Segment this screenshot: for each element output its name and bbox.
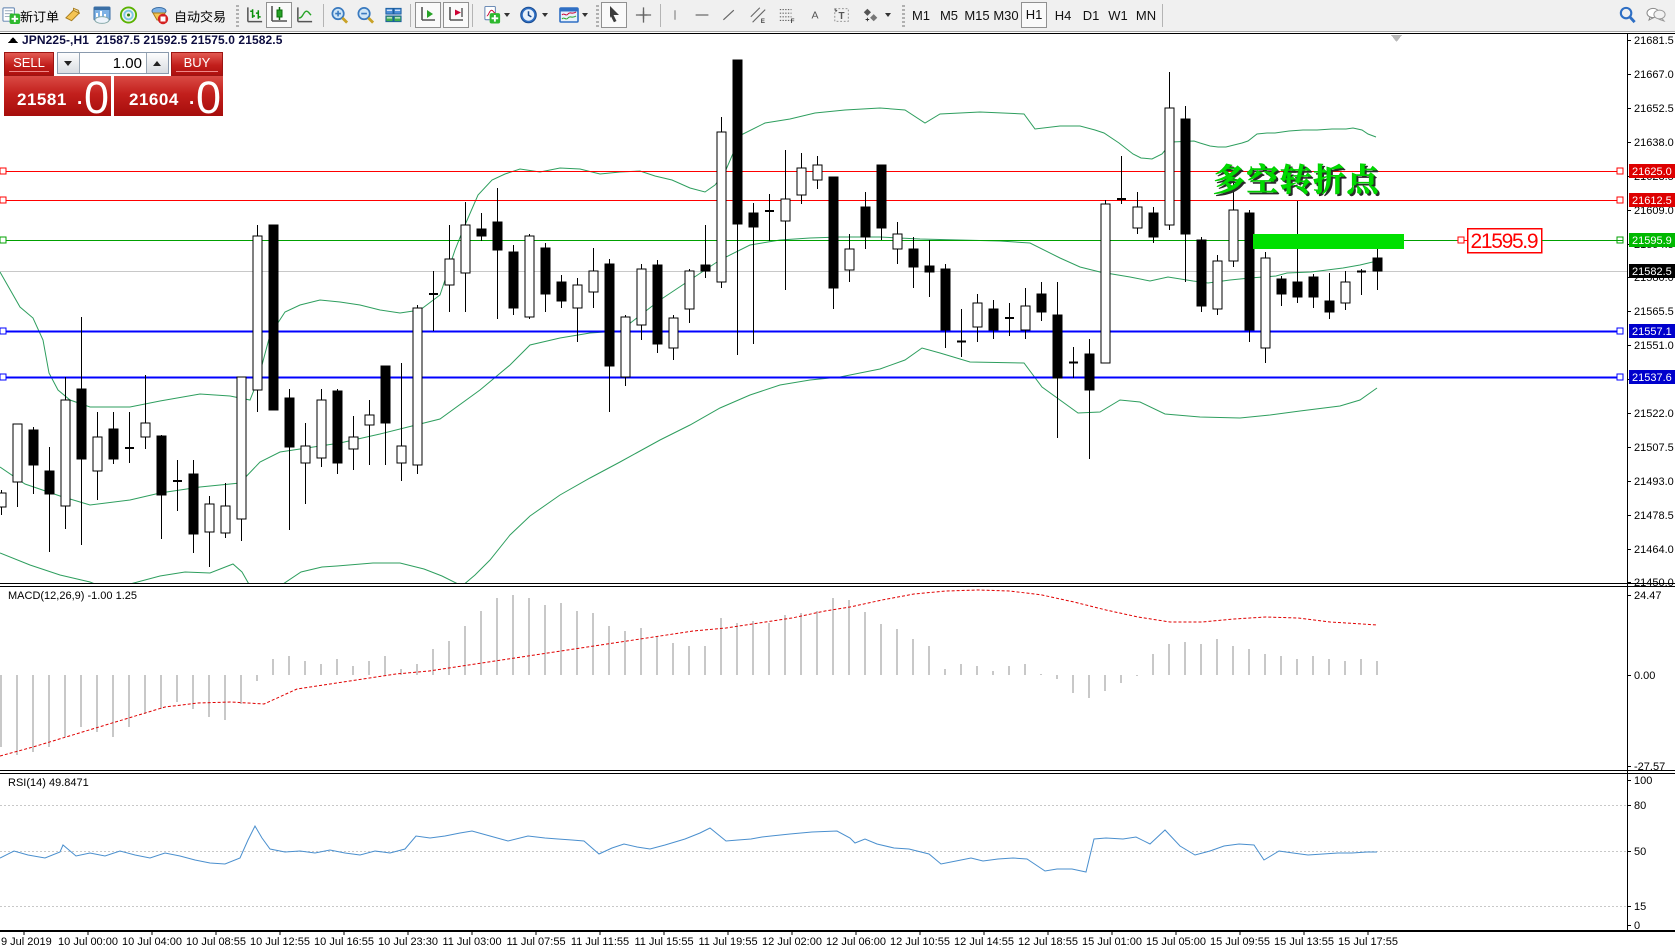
svg-text:50: 50 (1634, 846, 1646, 858)
svg-text:12 Jul 02:00: 12 Jul 02:00 (762, 936, 822, 948)
svg-text:JPN225-,H1 21587.5 21592.5 21: JPN225-,H1 21587.5 21592.5 21575.0 21582… (22, 33, 283, 47)
svg-text:10 Jul 23:30: 10 Jul 23:30 (378, 936, 438, 948)
svg-text:12 Jul 06:00: 12 Jul 06:00 (826, 936, 886, 948)
svg-text:11 Jul 19:55: 11 Jul 19:55 (698, 936, 757, 948)
svg-text:11 Jul 07:55: 11 Jul 07:55 (506, 936, 565, 948)
svg-text:21478.5: 21478.5 (1634, 510, 1674, 522)
svg-text:21638.0: 21638.0 (1634, 137, 1674, 149)
svg-text:21595.9: 21595.9 (1632, 235, 1672, 247)
svg-text:21667.0: 21667.0 (1634, 69, 1674, 81)
svg-text:21557.1: 21557.1 (1632, 326, 1672, 338)
svg-text:21612.5: 21612.5 (1632, 195, 1672, 207)
svg-text:15 Jul 05:00: 15 Jul 05:00 (1146, 936, 1206, 948)
svg-text:0.00: 0.00 (1634, 670, 1655, 682)
svg-text:15 Jul 01:00: 15 Jul 01:00 (1082, 936, 1142, 948)
svg-text:15: 15 (1634, 901, 1646, 913)
svg-text:RSI(14) 49.8471: RSI(14) 49.8471 (8, 777, 89, 789)
svg-text:12 Jul 10:55: 12 Jul 10:55 (890, 936, 950, 948)
svg-text:11 Jul 11:55: 11 Jul 11:55 (571, 936, 629, 948)
svg-text:12 Jul 18:55: 12 Jul 18:55 (1018, 936, 1078, 948)
svg-text:11 Jul 03:00: 11 Jul 03:00 (442, 936, 501, 948)
svg-text:21537.6: 21537.6 (1632, 372, 1672, 384)
svg-text:9 Jul 2019: 9 Jul 2019 (1, 936, 52, 948)
svg-text:10 Jul 00:00: 10 Jul 00:00 (58, 936, 118, 948)
svg-text:15 Jul 09:55: 15 Jul 09:55 (1210, 936, 1270, 948)
svg-text:10 Jul 08:55: 10 Jul 08:55 (186, 936, 246, 948)
svg-text:21681.5: 21681.5 (1634, 35, 1674, 47)
svg-text:21493.0: 21493.0 (1634, 476, 1674, 488)
svg-text:F: F (791, 18, 795, 25)
svg-text:12 Jul 14:55: 12 Jul 14:55 (954, 936, 1014, 948)
svg-text:21625.0: 21625.0 (1632, 166, 1672, 178)
svg-text:10 Jul 04:00: 10 Jul 04:00 (122, 936, 182, 948)
svg-text:MACD(12,26,9) -1.00 1.25: MACD(12,26,9) -1.00 1.25 (8, 590, 137, 602)
svg-text:21522.0: 21522.0 (1634, 408, 1674, 420)
svg-text:21609.0: 21609.0 (1634, 205, 1674, 217)
svg-text:10 Jul 12:55: 10 Jul 12:55 (250, 936, 310, 948)
svg-text:21551.0: 21551.0 (1634, 340, 1674, 352)
svg-text:-27.57: -27.57 (1634, 761, 1665, 773)
svg-text:T: T (839, 11, 845, 22)
svg-text:24.47: 24.47 (1634, 590, 1662, 602)
svg-text:80: 80 (1634, 800, 1646, 812)
svg-text:21450.0: 21450.0 (1634, 577, 1674, 589)
svg-text:21507.5: 21507.5 (1634, 442, 1674, 454)
svg-text:100: 100 (1634, 775, 1652, 787)
svg-text:11 Jul 15:55: 11 Jul 15:55 (634, 936, 693, 948)
svg-text:21595.9: 21595.9 (1471, 230, 1539, 253)
svg-text:A: A (811, 10, 818, 22)
svg-text:21464.0: 21464.0 (1634, 544, 1674, 556)
svg-text:15 Jul 13:55: 15 Jul 13:55 (1274, 936, 1334, 948)
svg-text:E: E (761, 18, 765, 25)
svg-text:0: 0 (1634, 920, 1640, 932)
svg-text:21652.5: 21652.5 (1634, 103, 1674, 115)
svg-text:10 Jul 16:55: 10 Jul 16:55 (314, 936, 374, 948)
svg-text:21582.5: 21582.5 (1632, 266, 1672, 278)
svg-text:21565.5: 21565.5 (1634, 306, 1674, 318)
svg-text:15 Jul 17:55: 15 Jul 17:55 (1338, 936, 1398, 948)
